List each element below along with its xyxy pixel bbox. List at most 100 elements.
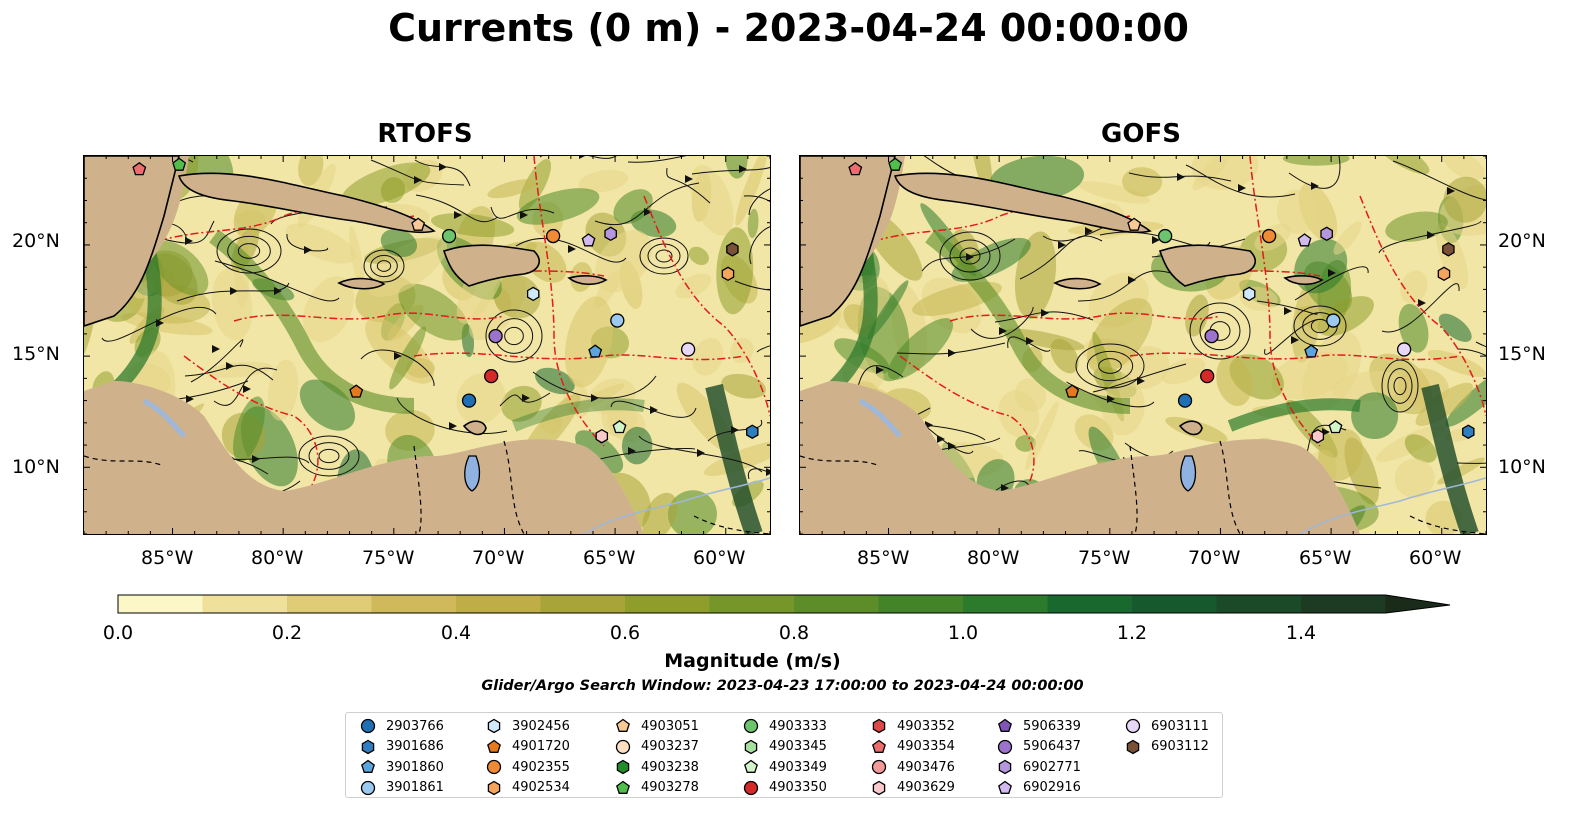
hexagon-marker-icon [361,739,375,754]
colorbar-segment [1216,595,1302,613]
legend-item: 4903345 [743,738,827,756]
float-marker-4903629 [1311,428,1325,444]
legend-label: 3901861 [386,780,444,795]
hexagon-marker-icon [487,780,501,795]
hexagon-marker-icon [872,718,886,734]
float-marker-2903766 [461,393,477,408]
legend-label: 4903278 [641,780,699,795]
float-marker-4902355 [1261,228,1277,244]
pentagon-marker-icon [361,759,375,773]
legend-item: 2903766 [360,717,444,735]
legend-item: 4903278 [615,779,699,797]
legend-item: 4903051 [615,717,699,735]
float-marker-4903354 [132,161,147,176]
float-marker-4903051 [1127,217,1142,231]
gofs-map [799,155,1487,535]
legend-item: 6902916 [997,779,1081,797]
lon-label: 75°W [1078,547,1131,569]
float-marker-5906437 [1204,328,1219,344]
legend-label: 4903333 [769,718,827,734]
pentagon-marker-icon [744,759,758,773]
panel-title-gofs: GOFS [1101,119,1181,149]
float-marker-4903349 [612,419,627,434]
colorbar-tick: 0.8 [778,622,810,644]
pentagon-marker-icon [616,780,630,794]
hexagon-marker-icon [487,718,501,734]
float-legend: 2903766 3901686 3901860 3901861 3902456 49017… [345,712,1223,798]
lon-label: 70°W [472,547,525,569]
circle-marker-icon [743,780,759,795]
legend-item: 6903112 [1125,738,1209,756]
islands [84,156,608,436]
lat-label-left: 10°N [12,456,60,478]
lon-label: 65°W [1299,547,1352,569]
float-marker-4903051 [411,217,426,231]
legend-label: 4903352 [897,718,955,734]
colorbar-segment [625,595,710,613]
legend-item: 4903476 [871,758,955,776]
pentagon-marker-icon [998,718,1012,732]
lake-nicaragua [858,398,902,438]
circle-marker-icon [1125,718,1141,734]
float-marker-6902916 [581,233,596,247]
panel-title-rtofs: RTOFS [377,119,473,149]
float-marker-4903278 [172,157,187,171]
float-marker-4902355 [545,228,561,244]
search-window-text: Glider/Argo Search Window: 2023-04-23 17… [481,678,1084,694]
float-marker-4903350 [484,368,499,384]
legend-item: 4902355 [486,758,570,776]
legend-item: 3901686 [360,738,444,756]
lon-label: 80°W [251,547,304,569]
legend-label: 2903766 [386,718,444,734]
legend-label: 6903112 [1151,739,1209,754]
circle-marker-icon [360,780,376,795]
float-marker-3901686 [1462,424,1475,439]
legend-item: 4903349 [743,758,827,776]
colorbar-tick: 1.0 [947,622,979,644]
aruba-curacao [1178,420,1203,436]
float-marker-3901861 [1326,313,1341,328]
aruba-curacao [462,420,487,436]
colorbar-segment [963,595,1048,613]
lon-label: 65°W [583,547,636,569]
float-marker-4903333 [441,228,457,244]
country-border [503,440,525,534]
float-marker-3902456 [1242,286,1256,302]
legend-label: 4903237 [641,739,699,754]
hexagon-marker-icon [1126,739,1140,754]
jamaica [337,277,386,290]
legend-label: 5906437 [1023,739,1081,754]
river [583,477,770,534]
colorbar-segment [540,595,626,613]
circle-marker-icon [615,739,631,754]
lat-label-right: 15°N [1498,343,1546,365]
colorbar-segment [118,595,203,613]
country-border [413,445,422,534]
country-border [1219,440,1241,534]
circle-marker-icon [360,718,376,734]
legend-item: 4903629 [871,779,955,797]
hispaniola [442,244,540,287]
colorbar-extend-arrow [1385,595,1450,613]
cuba [177,172,436,234]
legend-item: 4903238 [615,758,699,776]
lat-label-right: 10°N [1498,456,1546,478]
colorbar-tick: 0.4 [440,622,472,644]
legend-item: 4902534 [486,779,570,797]
hexagon-marker-icon [998,759,1012,775]
legend-label: 3901860 [386,759,444,775]
float-marker-4901720 [349,384,364,398]
legend-label: 4903476 [897,759,955,775]
islands [800,156,1324,436]
float-marker-6902771 [604,226,617,242]
float-marker-4903629 [595,428,609,444]
legend-label: 6903111 [1151,718,1209,734]
legend-item: 3901860 [360,758,444,776]
legend-label: 4903354 [897,739,955,754]
lon-label: 60°W [1409,547,1462,569]
legend-label: 4901720 [512,739,570,754]
float-marker-6903112 [726,242,739,257]
lon-label: 85°W [857,547,910,569]
hexagon-marker-icon [616,759,630,775]
float-marker-4903333 [1157,228,1173,244]
